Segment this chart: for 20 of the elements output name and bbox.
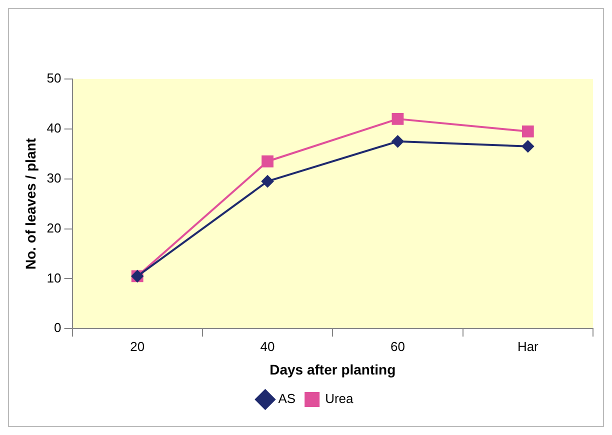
y-tick-label: 50 [46, 70, 62, 86]
x-tick-label: Har [517, 338, 540, 354]
y-tick-label: 30 [46, 170, 62, 186]
legend-label: AS [278, 391, 296, 406]
point [392, 112, 404, 125]
point [262, 175, 274, 188]
y-axis-title: No. of leaves / plant [22, 138, 38, 270]
y-tick-label: 40 [46, 120, 62, 136]
y-tick-label: 10 [46, 270, 62, 286]
y-tick-label: 0 [54, 320, 62, 336]
y-tick-label: 20 [46, 220, 62, 236]
point [392, 135, 404, 148]
x-axis-title: Days after planting [270, 361, 396, 378]
point [262, 155, 274, 168]
x-tick-label: 40 [260, 338, 275, 354]
point [522, 125, 534, 138]
x-tick-label: 20 [130, 338, 145, 354]
x-tick-label: 60 [390, 338, 405, 354]
legend-label: Urea [325, 391, 354, 406]
point [522, 140, 534, 152]
